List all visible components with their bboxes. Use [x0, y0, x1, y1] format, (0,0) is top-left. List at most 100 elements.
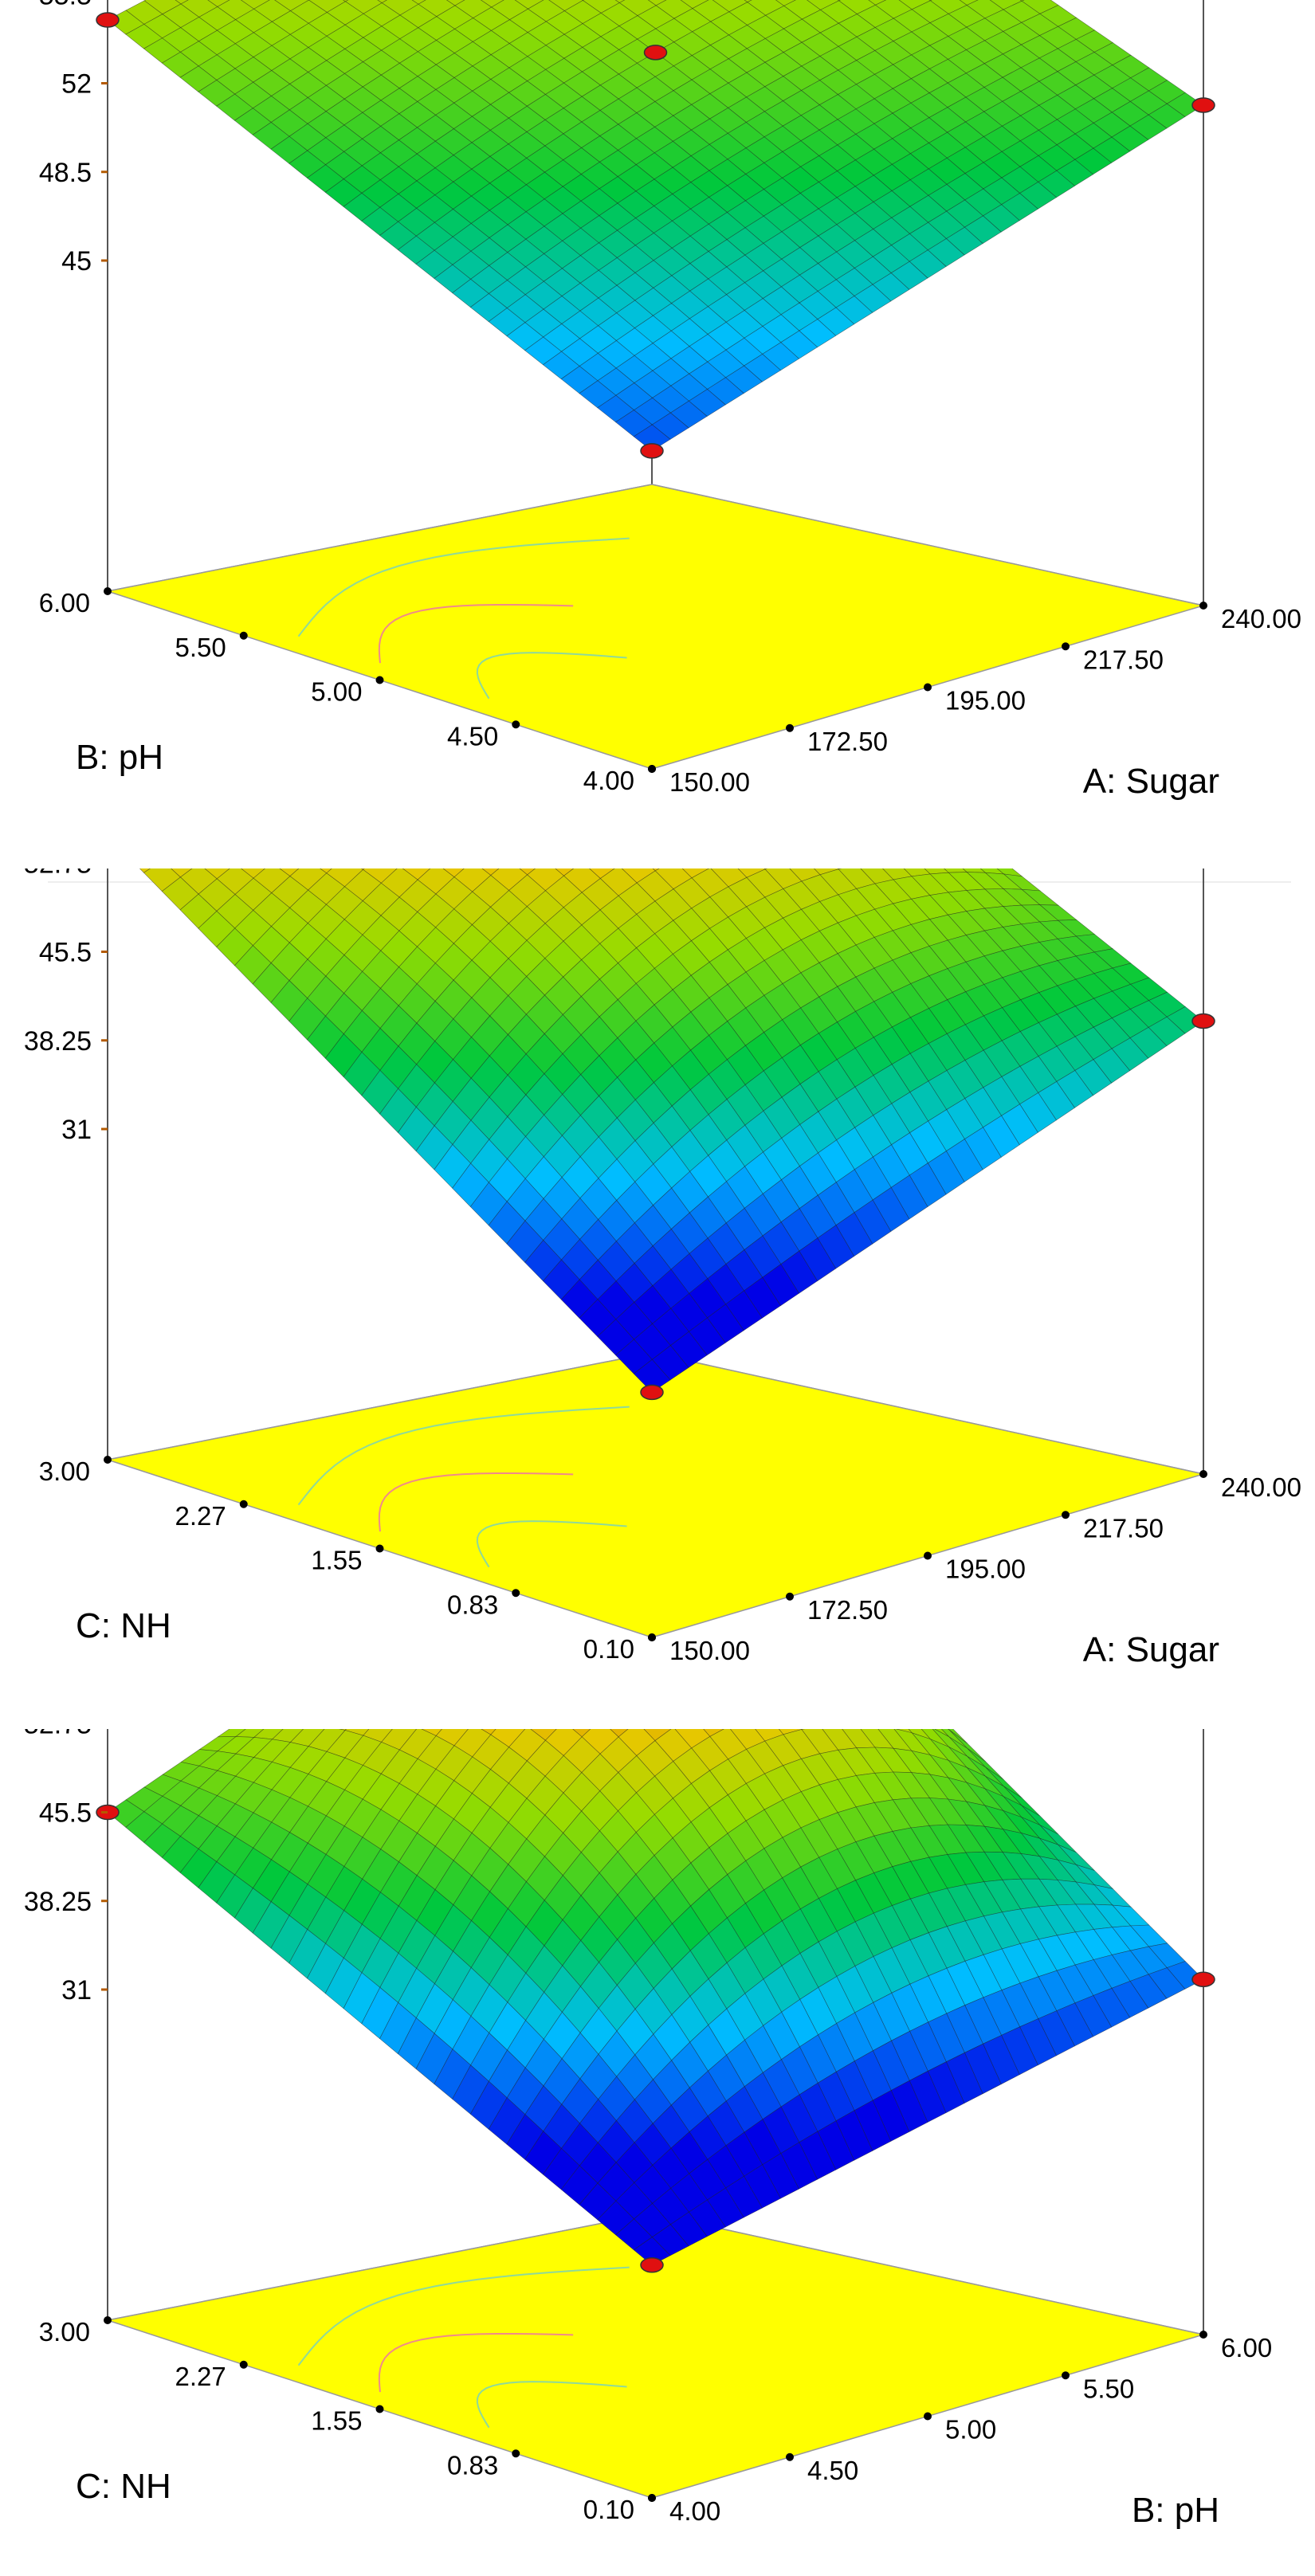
surface-cell [279, 868, 300, 876]
surface-cell [377, 0, 387, 3]
x-axis-title: B: pH [1132, 2491, 1219, 2530]
x-tick-dot [924, 1551, 932, 1560]
surface-plot-svg-3: 3138.2545.552.75604.004.505.005.506.00B:… [24, 1729, 1272, 2530]
x-tick-label: 240.00 [1221, 1472, 1301, 1502]
response-surface [139, 868, 1204, 1393]
contour-line [476, 2381, 627, 2429]
x-tick-dot [1062, 2371, 1070, 2380]
floor-contours [297, 1406, 630, 1568]
y-tick-label: 4.50 [447, 721, 498, 751]
floor-contours [297, 2266, 630, 2429]
surface-cell [481, 1729, 497, 1735]
surface-cell [652, 868, 660, 872]
x-axis: 150.00 172.50 195.00 217.50 240.00 A: Sugar [648, 602, 1301, 801]
surface-cell [610, 1729, 629, 1738]
design-point-marker [640, 1384, 664, 1401]
floor-plane [105, 484, 1204, 770]
x-tick-dot [1199, 1470, 1207, 1478]
z-tick-label: 55.5 [39, 0, 92, 10]
response-surface [107, 1729, 1204, 2266]
x-tick-label: 217.50 [1083, 645, 1164, 674]
x-tick-dot [924, 2412, 932, 2421]
surface-cell [868, 0, 887, 6]
y-tick-dot [239, 631, 248, 640]
surface-cell [175, 0, 189, 5]
x-tick-dot [1199, 2331, 1207, 2339]
y-axis: 0.10 0.83 1.55 2.27 3.00 C: NH [39, 1456, 656, 1664]
x-tick-label: 5.00 [945, 2415, 996, 2445]
surface-cell [633, 424, 671, 452]
contour-line [378, 603, 574, 664]
surface-cell [555, 868, 575, 876]
y-tick-label: 5.50 [175, 633, 226, 662]
y-tick-label: 2.27 [175, 2362, 226, 2391]
x-tick-dot [1062, 642, 1070, 651]
surface-cell [207, 0, 230, 7]
z-tick-label: 38.25 [24, 1887, 92, 1917]
x-tick-dot [924, 683, 932, 692]
y-axis: 4.00 4.50 5.00 5.50 6.00 B: pH [39, 587, 656, 795]
y-tick-dot [104, 1456, 112, 1464]
y-tick-dot [239, 2360, 248, 2369]
y-tick-label: 1.55 [311, 2406, 362, 2436]
design-point-marker [1191, 1013, 1215, 1029]
x-tick-label: 150.00 [669, 1636, 750, 1665]
x-tick-label: 195.00 [945, 686, 1026, 716]
contour-line [378, 1472, 574, 1532]
y-tick-dot [512, 720, 520, 729]
y-axis-title: C: NH [76, 2467, 171, 2506]
y-tick-label: 3.00 [39, 1457, 90, 1486]
y-tick-label: 0.10 [583, 2495, 634, 2524]
design-point-marker [96, 12, 120, 28]
surface-cell [320, 868, 332, 874]
x-tick-dot [786, 2452, 794, 2461]
x-tick-label: 240.00 [1221, 604, 1301, 633]
x-axis-title: A: Sugar [1083, 1630, 1219, 1669]
surface-cell [481, 868, 500, 876]
y-tick-dot [239, 1500, 248, 1508]
y-tick-dot [375, 676, 384, 684]
contour-line [378, 2332, 574, 2393]
x-tick-dot [786, 723, 794, 732]
x-tick-label: 195.00 [945, 1555, 1026, 1584]
x-axis: 150.00 172.50 195.00 217.50 240.00 A: Sugar [648, 1470, 1301, 1669]
surface-cell [139, 868, 151, 873]
y-tick-label: 2.27 [175, 1501, 226, 1531]
x-tick-label: 4.50 [807, 2456, 858, 2485]
design-point-marker [640, 2257, 664, 2273]
y-tick-dot [375, 1544, 384, 1553]
x-tick-label: 172.50 [807, 727, 888, 756]
y-axis-title: C: NH [76, 1606, 171, 1645]
surface-plot-ph-nh: 3138.2545.552.75604.004.505.005.506.00B:… [0, 1729, 1315, 2574]
surface-cell [519, 868, 536, 876]
y-tick-dot [104, 587, 112, 595]
design-points [96, 12, 1215, 459]
center-point-marker [643, 45, 668, 61]
surface-plot-sugar-nh: 3138.2545.552.7560150.00172.50195.00217.… [0, 868, 1315, 1713]
surface-plot-svg-2: 3138.2545.552.7560150.00172.50195.00217.… [24, 868, 1301, 1669]
y-tick-dot [512, 1589, 520, 1598]
x-tick-label: 6.00 [1221, 2333, 1272, 2362]
response-surface [107, 0, 1204, 452]
surface-cell [633, 2237, 671, 2266]
x-tick-dot [786, 1592, 794, 1601]
y-axis-title: B: pH [76, 738, 163, 777]
design-point-marker [640, 443, 664, 459]
y-tick-label: 4.00 [583, 766, 634, 795]
surface-cell [959, 0, 979, 6]
x-tick-label: 150.00 [669, 767, 750, 797]
surface-cell [572, 1729, 591, 1738]
contour-line [297, 2266, 630, 2366]
x-tick-label: 4.00 [669, 2496, 720, 2526]
y-tick-label: 0.10 [583, 1634, 634, 1664]
x-axis-title: A: Sugar [1083, 762, 1219, 801]
contour-line [476, 652, 627, 700]
z-tick-label: 48.5 [39, 158, 92, 188]
z-tick-label: 45.5 [39, 938, 92, 968]
y-tick-label: 0.83 [447, 1590, 498, 1619]
floor-contours [297, 537, 630, 700]
